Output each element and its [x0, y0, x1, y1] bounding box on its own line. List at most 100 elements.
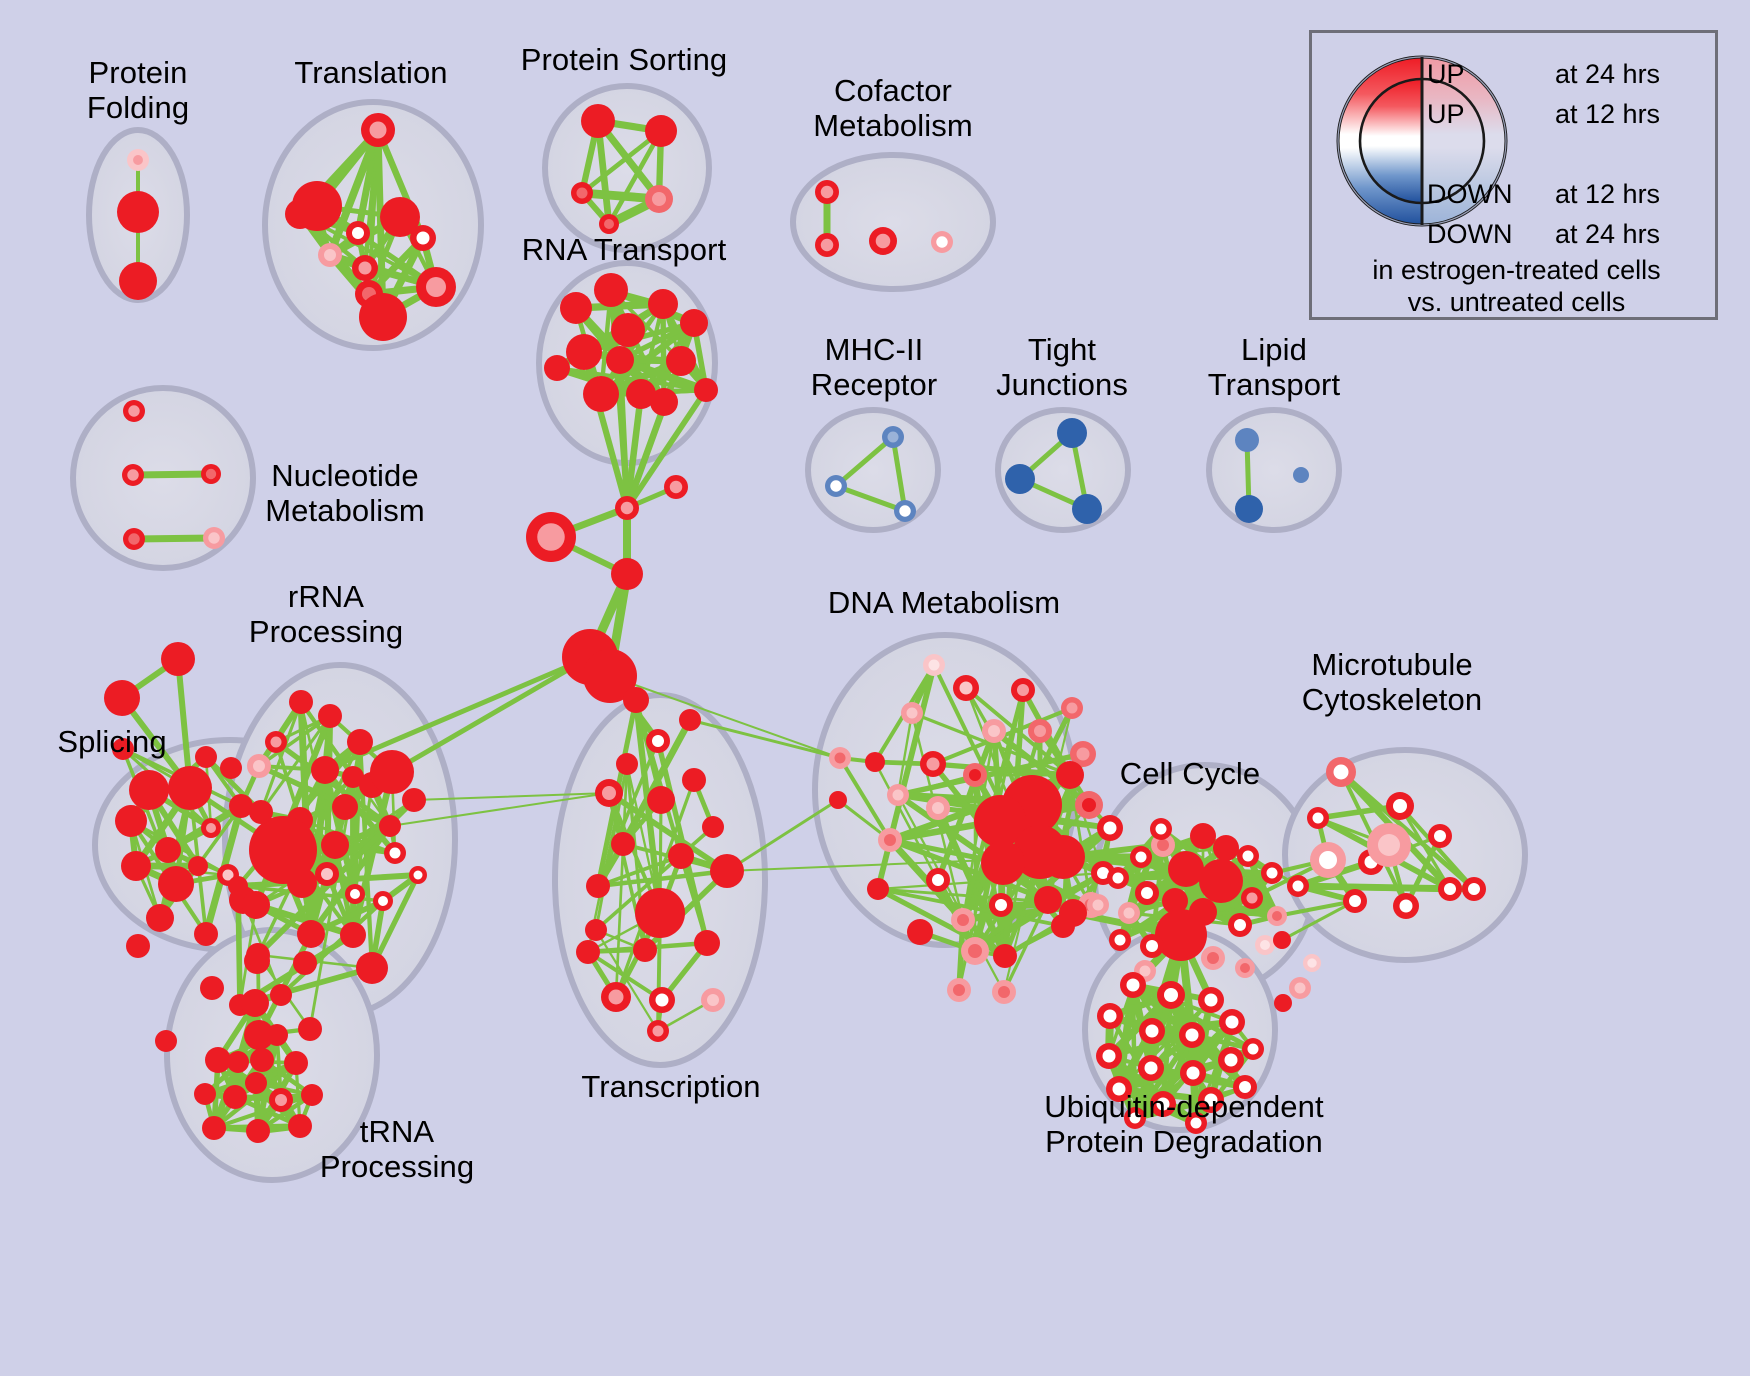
network-node[interactable] — [227, 1051, 249, 1073]
network-node[interactable] — [894, 500, 916, 522]
network-node[interactable] — [265, 731, 287, 753]
network-node[interactable] — [297, 920, 325, 948]
network-node[interactable] — [104, 680, 140, 716]
network-node[interactable] — [926, 868, 950, 892]
network-node[interactable] — [666, 346, 696, 376]
network-node[interactable] — [668, 843, 694, 869]
network-node[interactable] — [112, 738, 134, 760]
network-node[interactable] — [122, 464, 144, 486]
network-node[interactable] — [1118, 902, 1140, 924]
network-node[interactable] — [825, 475, 847, 497]
network-node[interactable] — [601, 982, 631, 1012]
network-node[interactable] — [250, 1048, 274, 1072]
network-node[interactable] — [194, 1083, 216, 1105]
network-node[interactable] — [616, 753, 638, 775]
network-node[interactable] — [701, 988, 725, 1012]
network-node[interactable] — [200, 976, 224, 1000]
network-node[interactable] — [1303, 954, 1321, 972]
network-node[interactable] — [710, 854, 744, 888]
network-node[interactable] — [246, 1119, 270, 1143]
network-node[interactable] — [123, 400, 145, 422]
network-node[interactable] — [1367, 823, 1411, 867]
network-node[interactable] — [1228, 913, 1252, 937]
network-node[interactable] — [370, 750, 414, 794]
network-node[interactable] — [356, 952, 388, 984]
network-node[interactable] — [1201, 946, 1225, 970]
network-node[interactable] — [907, 919, 933, 945]
network-node[interactable] — [544, 355, 570, 381]
network-node[interactable] — [346, 221, 370, 245]
network-node[interactable] — [961, 937, 989, 965]
network-node[interactable] — [626, 379, 656, 409]
network-node[interactable] — [829, 747, 851, 769]
network-node[interactable] — [1241, 887, 1263, 909]
network-node[interactable] — [242, 891, 270, 919]
network-node[interactable] — [1011, 678, 1035, 702]
network-node[interactable] — [993, 944, 1017, 968]
network-node[interactable] — [1185, 1112, 1207, 1134]
network-node[interactable] — [702, 816, 724, 838]
network-node[interactable] — [223, 1085, 247, 1109]
network-node[interactable] — [865, 752, 885, 772]
network-node[interactable] — [340, 922, 366, 948]
network-node[interactable] — [123, 528, 145, 550]
network-node[interactable] — [416, 267, 456, 307]
network-node[interactable] — [1233, 1075, 1257, 1099]
network-node[interactable] — [1138, 1055, 1164, 1081]
network-node[interactable] — [244, 1020, 274, 1050]
network-node[interactable] — [1168, 851, 1204, 887]
network-node[interactable] — [229, 794, 253, 818]
network-node[interactable] — [1255, 935, 1275, 955]
network-node[interactable] — [595, 779, 623, 807]
network-node[interactable] — [1155, 909, 1207, 961]
network-node[interactable] — [594, 273, 628, 307]
network-node[interactable] — [1393, 893, 1419, 919]
network-node[interactable] — [1219, 1009, 1245, 1035]
network-node[interactable] — [1179, 1022, 1205, 1048]
network-node[interactable] — [1097, 1003, 1123, 1029]
network-node[interactable] — [1005, 464, 1035, 494]
network-node[interactable] — [245, 1072, 267, 1094]
network-node[interactable] — [228, 876, 248, 896]
network-node[interactable] — [1235, 958, 1255, 978]
network-node[interactable] — [1273, 931, 1291, 949]
network-node[interactable] — [829, 791, 847, 809]
network-node[interactable] — [117, 191, 159, 233]
network-node[interactable] — [599, 214, 619, 234]
network-node[interactable] — [1157, 981, 1185, 1009]
network-node[interactable] — [576, 940, 600, 964]
network-node[interactable] — [347, 729, 373, 755]
network-node[interactable] — [285, 199, 315, 229]
network-node[interactable] — [1150, 818, 1172, 840]
network-node[interactable] — [1190, 823, 1216, 849]
network-node[interactable] — [155, 837, 181, 863]
network-node[interactable] — [1343, 889, 1367, 913]
network-node[interactable] — [951, 908, 975, 932]
network-node[interactable] — [1106, 1076, 1132, 1102]
network-node[interactable] — [901, 702, 923, 724]
network-node[interactable] — [270, 984, 292, 1006]
network-node[interactable] — [1199, 859, 1243, 903]
network-node[interactable] — [869, 227, 897, 255]
network-node[interactable] — [526, 512, 576, 562]
network-node[interactable] — [923, 654, 945, 676]
network-node[interactable] — [1235, 428, 1259, 452]
network-node[interactable] — [1237, 845, 1259, 867]
network-node[interactable] — [379, 815, 401, 837]
network-node[interactable] — [1075, 791, 1103, 819]
network-node[interactable] — [402, 788, 426, 812]
network-node[interactable] — [342, 766, 364, 788]
network-node[interactable] — [920, 751, 946, 777]
network-node[interactable] — [380, 197, 420, 237]
network-node[interactable] — [298, 1017, 322, 1041]
network-node[interactable] — [384, 842, 406, 864]
network-node[interactable] — [311, 756, 339, 784]
network-node[interactable] — [606, 346, 634, 374]
network-node[interactable] — [1087, 894, 1109, 916]
network-node[interactable] — [1162, 888, 1188, 914]
network-node[interactable] — [664, 475, 688, 499]
network-node[interactable] — [1198, 1087, 1224, 1113]
network-node[interactable] — [1261, 862, 1283, 884]
network-node[interactable] — [361, 113, 395, 147]
network-node[interactable] — [953, 675, 979, 701]
